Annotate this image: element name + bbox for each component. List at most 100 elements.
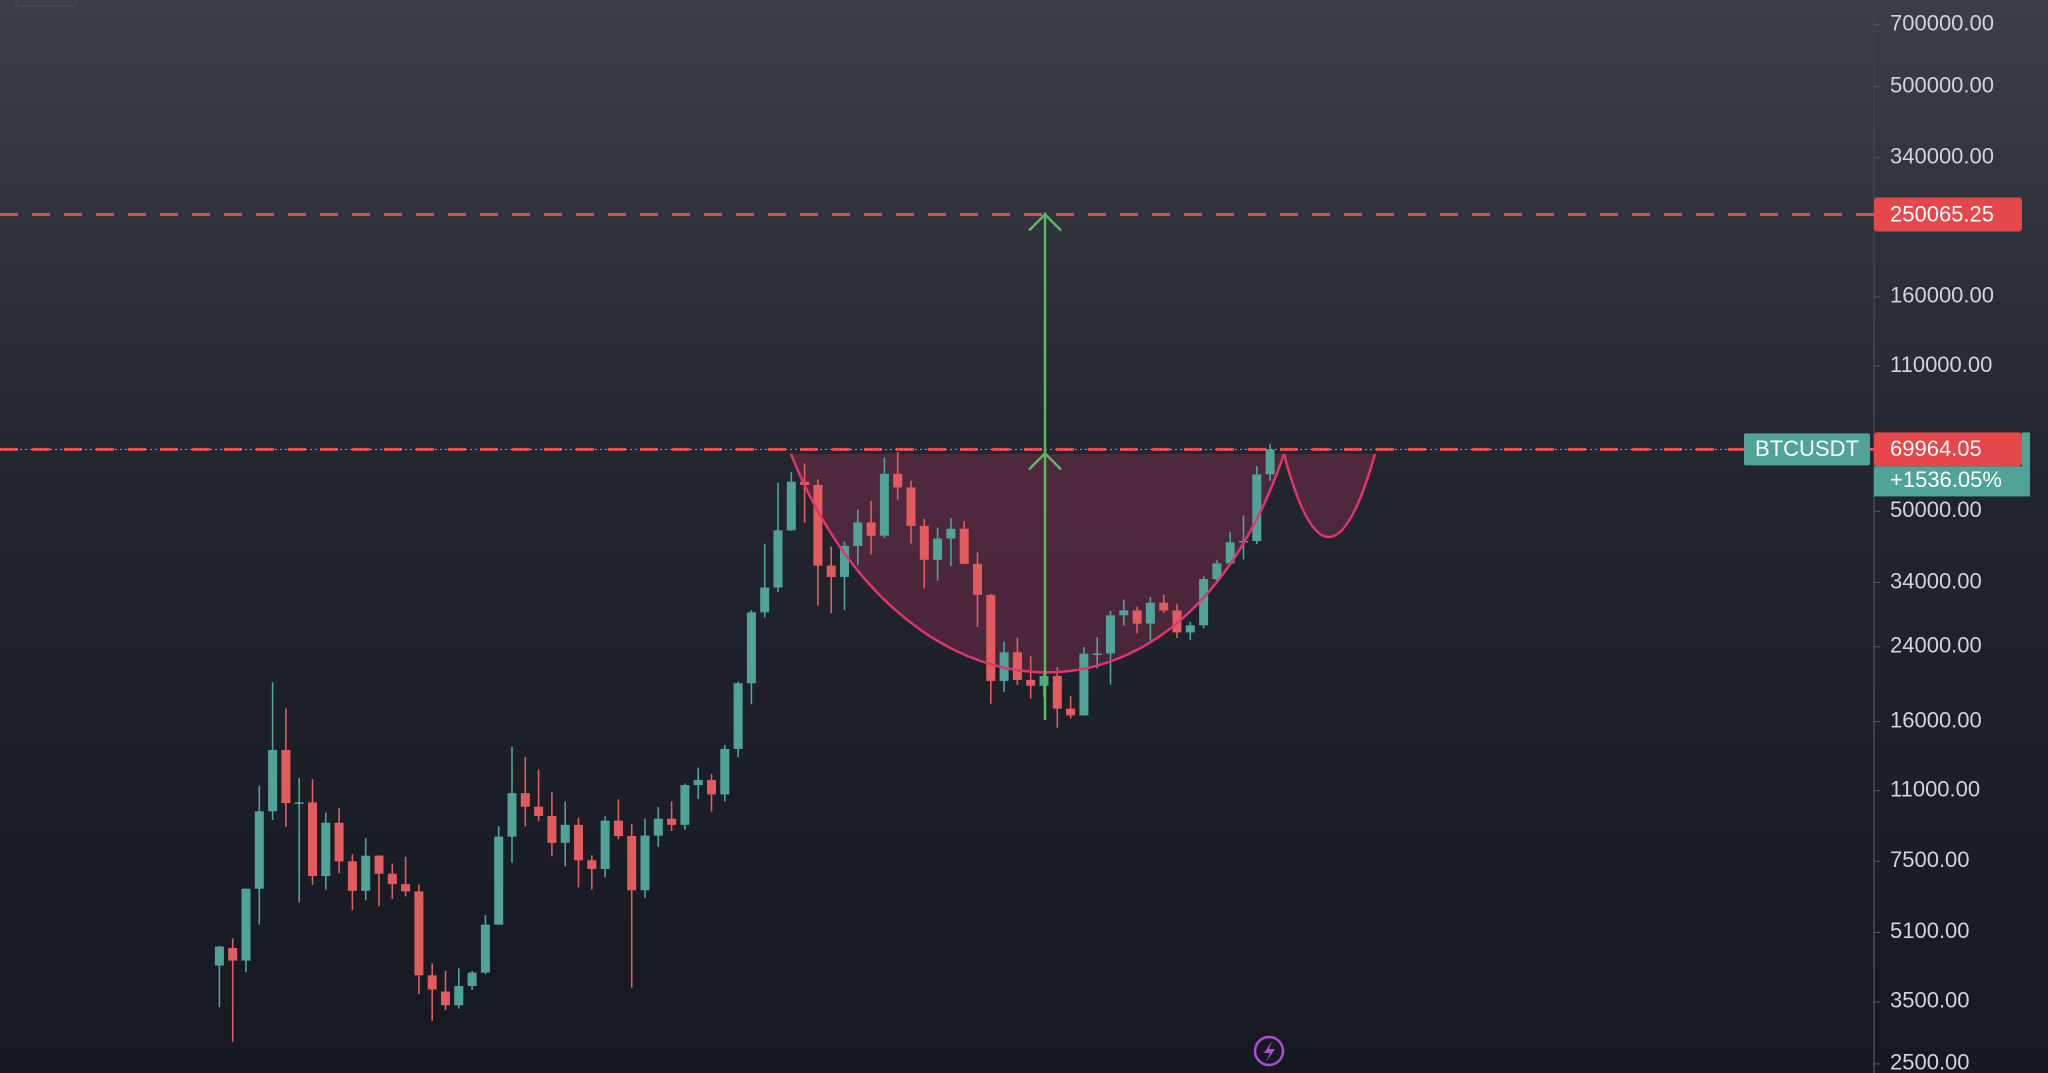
candle-body — [933, 538, 943, 560]
candle-body — [707, 780, 716, 795]
candle-body — [973, 563, 982, 595]
plot-area: BTCUSDT — [0, 212, 1874, 1042]
y-tick-label: 110000.00 — [1890, 352, 1992, 377]
candle-body — [374, 855, 384, 874]
candle-body — [680, 785, 690, 825]
y-tick-label: 7500.00 — [1890, 847, 1970, 872]
candle-body — [334, 822, 344, 862]
symbol-label-box — [1744, 433, 1870, 466]
candle-body — [1199, 579, 1209, 626]
candle-body — [760, 587, 770, 613]
candle-body — [294, 802, 304, 804]
candle-body — [1212, 563, 1222, 580]
candle-body — [1252, 474, 1262, 542]
y-tick-label: 34000.00 — [1890, 568, 1982, 593]
candle-body — [627, 836, 637, 891]
y-tick-label: 16000.00 — [1890, 707, 1982, 732]
candle-body — [387, 873, 397, 885]
candle-body — [653, 818, 663, 836]
y-tick-label: 700000.00 — [1890, 10, 1994, 35]
price-label-edge — [2022, 432, 2030, 467]
candle-body — [840, 545, 849, 577]
candle-body — [574, 824, 583, 861]
candle-body — [853, 522, 863, 546]
candle-body — [893, 473, 903, 488]
candle-body — [1092, 653, 1102, 655]
candle-body — [919, 525, 929, 560]
y-tick-label: 5100.00 — [1890, 918, 1970, 943]
change-label: +1536.05% — [1890, 467, 2002, 492]
y-tick-label: 24000.00 — [1890, 633, 1982, 658]
candle-body — [1119, 610, 1129, 616]
candle-body — [228, 947, 238, 961]
y-tick-label: 50000.00 — [1890, 497, 1982, 522]
candle-body — [1225, 542, 1235, 564]
candle-body — [1145, 602, 1155, 624]
measure-arrow-head — [1028, 212, 1062, 232]
candle-body — [986, 594, 996, 681]
candle-body — [1012, 652, 1022, 680]
candle-body — [1172, 610, 1182, 633]
candle-body — [361, 855, 371, 891]
candle-body — [866, 522, 876, 536]
symbol-label: BTCUSDT — [1755, 436, 1859, 461]
candle-body — [959, 528, 969, 564]
candle-body — [879, 473, 889, 536]
candle-body — [308, 802, 317, 877]
candle-body — [254, 811, 264, 889]
price-label: 250065.25 — [1890, 201, 1994, 226]
candle-body — [467, 972, 477, 987]
change-label-box — [1874, 466, 2030, 497]
candle-body — [1132, 610, 1142, 624]
handle-curve — [1282, 453, 1377, 538]
candle-body — [746, 612, 756, 684]
y-tick-label: 2500.00 — [1890, 1050, 1970, 1073]
price-label-box — [1874, 432, 2022, 467]
candle-body — [401, 884, 411, 892]
candle-body — [786, 481, 796, 531]
candle-body — [773, 530, 783, 588]
candle-body — [587, 860, 597, 869]
candle-body — [560, 824, 570, 843]
candle-body — [520, 793, 530, 807]
candle-body — [507, 793, 517, 837]
price-axis: 2500.00 3500.00 5100.00 7500.00 11000.00 1600… — [1874, 10, 2030, 1073]
candle-body — [281, 749, 291, 804]
cup-curve — [789, 453, 1286, 674]
candle-body — [946, 528, 956, 539]
y-tick-label: 340000.00 — [1890, 144, 1994, 169]
candle-body — [1052, 675, 1062, 709]
candle-body — [1106, 615, 1115, 654]
y-tick-label: 500000.00 — [1890, 73, 1994, 98]
candle-body — [241, 888, 251, 961]
candle-body — [1026, 679, 1036, 686]
candle-body — [826, 565, 836, 577]
candle-body — [693, 780, 703, 786]
candle-body — [667, 818, 677, 825]
candle-body — [1185, 625, 1195, 633]
measure-arrow-base — [1028, 451, 1062, 471]
y-tick-label: 11000.00 — [1890, 776, 1980, 801]
candle-body — [347, 861, 357, 891]
y-tick-label: 160000.00 — [1890, 283, 1994, 308]
candle-body — [480, 924, 490, 973]
candle-body — [534, 806, 544, 816]
candle-body — [547, 815, 557, 843]
candle-body — [733, 683, 743, 749]
candle-body — [1265, 449, 1275, 475]
candle-body — [1079, 653, 1089, 716]
candle-body — [414, 891, 424, 976]
candle-body — [720, 748, 730, 795]
candle-body — [494, 836, 504, 925]
candle-body — [1066, 708, 1076, 716]
candle-body — [1159, 602, 1169, 611]
toolbar-stub — [15, 0, 77, 7]
candle-body — [454, 986, 464, 1006]
price-label: 69964.05 — [1890, 436, 1982, 461]
candle-body — [268, 749, 278, 812]
y-tick-label: 3500.00 — [1890, 988, 1970, 1013]
candle-body — [813, 484, 823, 566]
